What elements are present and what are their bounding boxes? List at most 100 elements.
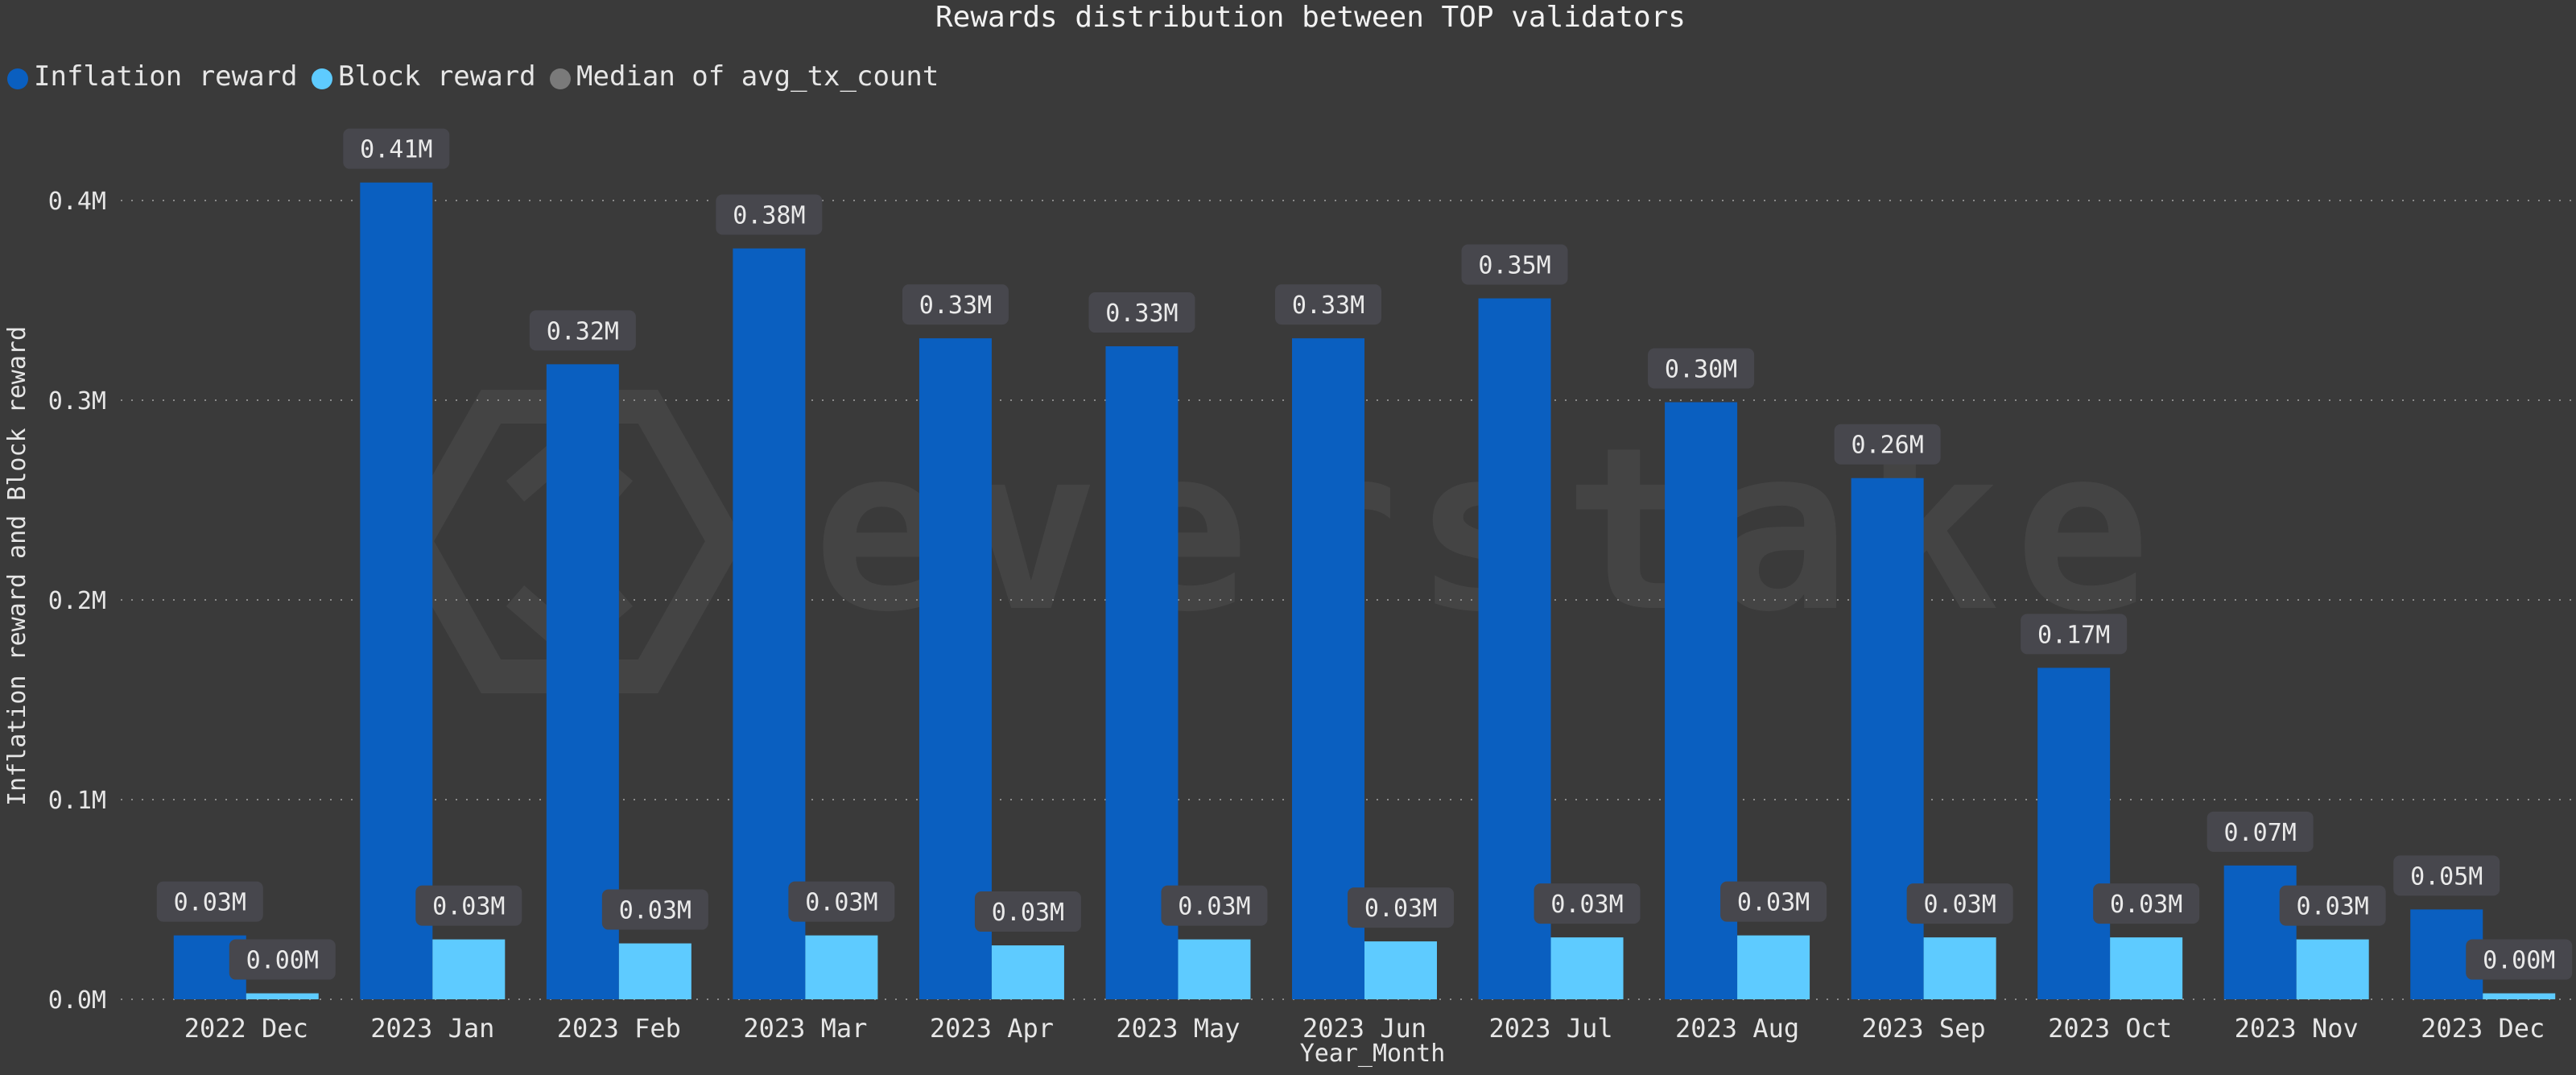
- data-label-bg: [1906, 883, 2013, 924]
- data-label-bg: [716, 194, 823, 235]
- data-label-text: 0.03M: [1923, 891, 1996, 919]
- data-label-block-2: 0.03M: [601, 889, 708, 930]
- data-label-bg: [2021, 614, 2128, 655]
- y-tick-label: 0.2M: [48, 587, 106, 615]
- data-label-bg: [415, 885, 522, 926]
- x-axis-label: Year_Month: [1300, 1040, 1446, 1068]
- legend-marker-1: [312, 68, 332, 89]
- bar-block-10[interactable]: [2110, 937, 2183, 999]
- data-label-inflation-3: 0.38M: [716, 194, 823, 235]
- data-label-block-5: 0.03M: [1161, 885, 1268, 926]
- data-label-inflation-7: 0.35M: [1461, 244, 1568, 285]
- data-label-bg: [2393, 855, 2500, 896]
- bar-inflation-1[interactable]: [360, 182, 433, 999]
- x-tick-label: 2023 Nov: [2235, 1013, 2359, 1044]
- y-gridlines: [121, 200, 2576, 1000]
- data-label-block-6: 0.03M: [1348, 887, 1454, 928]
- data-label-inflation-1: 0.41M: [343, 128, 450, 169]
- data-label-text: 0.35M: [1478, 252, 1550, 280]
- bar-block-2[interactable]: [618, 943, 691, 999]
- data-label-text: 0.38M: [733, 202, 805, 230]
- x-axis-ticks: 2022 Dec 2023 Jan 2023 Feb 2023 Mar 2023 Apr…: [184, 1013, 2545, 1044]
- x-tick-label: 2023 Oct: [2048, 1013, 2172, 1044]
- data-label-bg: [1648, 348, 1755, 389]
- data-label-bg: [1348, 887, 1454, 928]
- data-label-bg: [156, 881, 263, 922]
- data-label-block-1: 0.03M: [415, 885, 522, 926]
- x-tick-label: 2023 Jul: [1488, 1013, 1612, 1044]
- legend-marker-2: [550, 68, 571, 89]
- legend-label-1[interactable]: Block reward: [338, 60, 536, 93]
- data-label-bg: [1720, 881, 1827, 922]
- data-label-bg: [1834, 424, 1941, 465]
- bar-block-3[interactable]: [805, 935, 878, 999]
- x-tick-label: 2023 Jan: [370, 1013, 494, 1044]
- data-labels: 0.03M 0.00M 0.41M 0.03M 0.32M 0.03M 0.38M 0.03M…: [156, 128, 2573, 980]
- data-label-block-9: 0.03M: [1906, 883, 2013, 924]
- data-label-text: 0.17M: [2037, 621, 2110, 649]
- bar-block-4[interactable]: [991, 945, 1064, 999]
- data-label-text: 0.03M: [2110, 891, 2182, 919]
- data-label-block-11: 0.03M: [2279, 885, 2386, 926]
- data-label-inflation-6: 0.33M: [1275, 284, 1381, 325]
- bar-block-12[interactable]: [2483, 993, 2556, 999]
- data-label-text: 0.33M: [1105, 300, 1178, 328]
- bar-block-11[interactable]: [2296, 939, 2369, 999]
- data-label-bg: [2279, 885, 2386, 926]
- x-tick-label: 2023 Dec: [2421, 1013, 2545, 1044]
- data-label-block-12: 0.00M: [2466, 939, 2573, 980]
- y-tick-label: 0.3M: [48, 387, 106, 416]
- data-label-block-4: 0.03M: [974, 891, 1081, 932]
- data-label-block-7: 0.03M: [1534, 883, 1641, 924]
- data-label-bg: [229, 939, 336, 980]
- bar-block-7[interactable]: [1550, 937, 1624, 999]
- bar-block-1[interactable]: [432, 939, 506, 999]
- data-label-text: 0.03M: [1737, 889, 1810, 917]
- y-axis-label: Inflation reward and Block reward: [3, 326, 31, 806]
- data-label-bg: [1161, 885, 1268, 926]
- data-label-bg: [2207, 811, 2314, 852]
- data-label-bg: [2466, 939, 2573, 980]
- data-label-bg: [974, 891, 1081, 932]
- bar-block-8[interactable]: [1737, 935, 1810, 999]
- data-label-inflation-12: 0.05M: [2393, 855, 2500, 896]
- data-label-inflation-8: 0.30M: [1648, 348, 1755, 389]
- bar-block-0[interactable]: [246, 993, 319, 999]
- data-label-inflation-2: 0.32M: [529, 310, 636, 351]
- y-tick-label: 0.4M: [48, 188, 106, 216]
- data-label-text: 0.41M: [360, 136, 432, 164]
- data-label-text: 0.05M: [2410, 862, 2483, 891]
- x-tick-label: 2023 Feb: [557, 1013, 681, 1044]
- bar-inflation-3[interactable]: [733, 248, 806, 999]
- data-label-inflation-5: 0.33M: [1088, 292, 1195, 333]
- y-tick-label: 0.0M: [48, 986, 106, 1015]
- legend-label-2[interactable]: Median of avg_tx_count: [576, 60, 939, 93]
- bar-block-6[interactable]: [1364, 941, 1437, 999]
- x-tick-label: 2023 Mar: [743, 1013, 867, 1044]
- data-label-block-0: 0.00M: [229, 939, 336, 980]
- data-label-text: 0.03M: [1178, 893, 1250, 921]
- x-tick-label: 2022 Dec: [184, 1013, 308, 1044]
- x-tick-label: 2023 Jun: [1302, 1013, 1426, 1044]
- data-label-text: 0.03M: [2297, 893, 2369, 921]
- data-label-bg: [343, 128, 450, 169]
- data-label-text: 0.30M: [1665, 355, 1737, 383]
- data-label-bg: [1534, 883, 1641, 924]
- x-tick-label: 2023 Aug: [1675, 1013, 1799, 1044]
- bar-inflation-7[interactable]: [1478, 298, 1551, 999]
- data-label-inflation-9: 0.26M: [1834, 424, 1941, 465]
- data-label-text: 0.03M: [1364, 895, 1437, 923]
- data-label-inflation-10: 0.17M: [2021, 614, 2128, 655]
- legend-label-0[interactable]: Inflation reward: [34, 60, 298, 93]
- data-label-text: 0.03M: [432, 893, 505, 921]
- data-label-block-8: 0.03M: [1720, 881, 1827, 922]
- bar-block-9[interactable]: [1923, 937, 1996, 999]
- bar-block-5[interactable]: [1178, 939, 1251, 999]
- data-label-text: 0.03M: [619, 897, 691, 925]
- data-label-text: 0.33M: [919, 291, 992, 320]
- bar-inflation-4[interactable]: [919, 338, 992, 999]
- data-label-bg: [902, 284, 1009, 325]
- bar-inflation-10[interactable]: [2037, 668, 2111, 999]
- chart-legend: Inflation reward Block reward Median of av…: [7, 60, 939, 93]
- data-label-text: 0.03M: [805, 889, 877, 917]
